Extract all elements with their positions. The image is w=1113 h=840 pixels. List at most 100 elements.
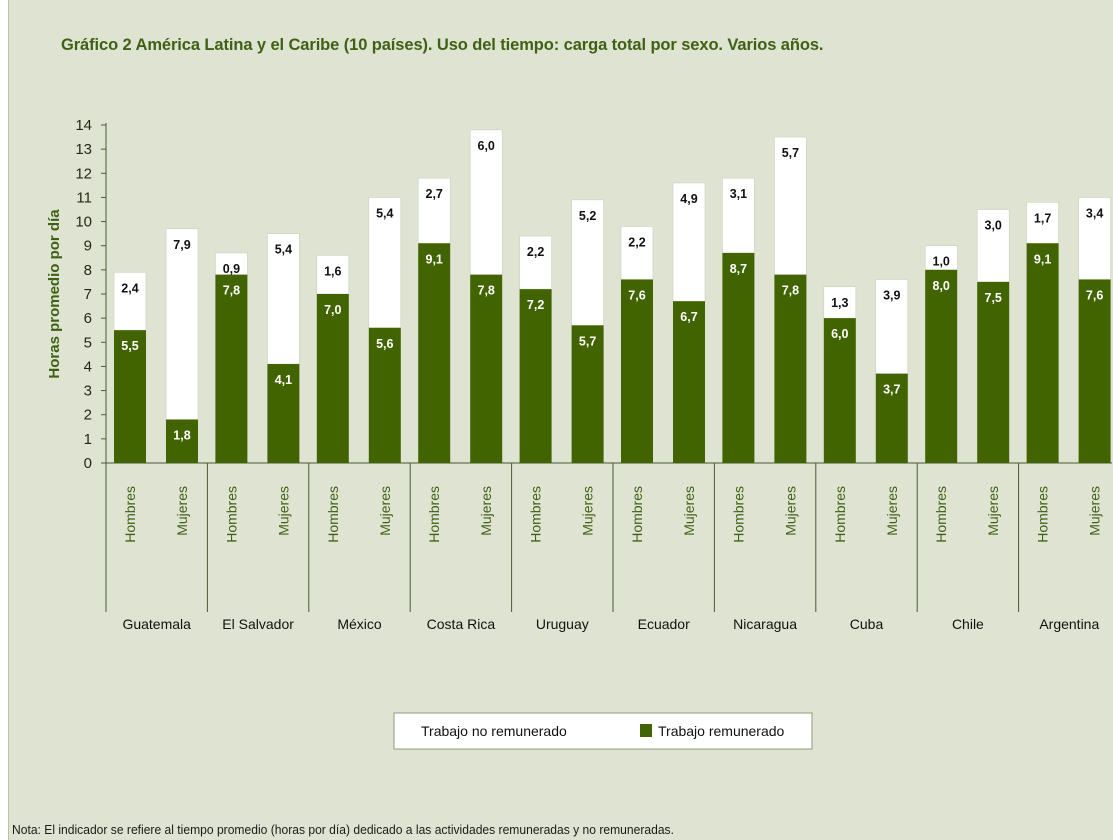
legend-label-unpaid: Trabajo no remunerado [421, 723, 567, 739]
data-label-unpaid: 1,6 [324, 264, 341, 278]
bar-paid [925, 269, 958, 463]
subcategory-label: Hombres [1035, 486, 1051, 543]
y-tick-label: 12 [75, 165, 92, 182]
data-label-paid: 6,7 [680, 310, 697, 324]
subcategory-label: Mujeres [377, 486, 393, 536]
data-label-unpaid: 5,4 [275, 243, 292, 257]
data-label-unpaid: 4,9 [680, 192, 697, 206]
data-label-paid: 8,7 [730, 262, 747, 276]
group-label: El Salvador [222, 616, 294, 632]
subcategory-label: Hombres [933, 486, 949, 543]
bar-paid [1078, 279, 1111, 463]
y-tick-label: 5 [84, 334, 92, 351]
group-label: Chile [952, 616, 984, 632]
bar-paid [470, 274, 503, 463]
data-label-paid: 9,1 [1034, 252, 1051, 266]
data-label-paid: 8,0 [933, 279, 950, 293]
data-label-unpaid: 3,1 [730, 187, 747, 201]
bar-unpaid [722, 177, 755, 254]
subcategory-label: Mujeres [884, 486, 900, 536]
data-label-unpaid: 2,2 [527, 245, 544, 259]
y-tick-label: 6 [84, 310, 92, 327]
data-label-unpaid: 5,7 [782, 146, 799, 160]
bar-unpaid [469, 129, 503, 275]
y-tick-label: 2 [84, 407, 92, 424]
subcategory-label: Hombres [223, 486, 239, 543]
bar-unpaid [672, 182, 706, 302]
subcategory-label: Mujeres [985, 486, 1001, 536]
y-tick-label: 11 [76, 189, 92, 206]
data-label-paid: 7,2 [527, 298, 544, 312]
legend-swatch-paid [640, 724, 652, 737]
data-label-paid: 1,8 [173, 429, 190, 443]
bar-unpaid [976, 209, 1010, 283]
bar-paid [368, 327, 401, 463]
group-label: Nicaragua [733, 616, 797, 632]
bar-unpaid [417, 177, 451, 244]
chart-data-labels: 5,5 2,4 1,8 7,9 7,8 0,9 4,1 5,4 7,0 1,6 5,6 5,4 9,1 2… [121, 139, 1103, 443]
bar-paid [977, 281, 1010, 463]
data-label-paid: 7,8 [782, 284, 799, 298]
data-label-unpaid: 1,7 [1034, 211, 1051, 225]
bar-paid [621, 279, 653, 463]
data-label-paid: 4,1 [275, 373, 292, 387]
subcategory-label: Hombres [730, 486, 746, 543]
data-label-paid: 7,0 [324, 303, 341, 317]
y-tick-label: 14 [75, 117, 92, 134]
bar-unpaid [1026, 201, 1059, 244]
data-label-paid: 6,0 [831, 327, 848, 341]
subcategory-label: Hombres [325, 486, 341, 543]
y-tick-label: 1 [84, 431, 92, 448]
subcategory-label: Mujeres [580, 486, 596, 536]
data-label-paid: 3,7 [883, 383, 900, 397]
data-label-unpaid: 0,9 [223, 262, 240, 276]
data-label-paid: 7,6 [628, 289, 645, 303]
footnote: Nota: El indicador se refiere al tiempo … [12, 822, 674, 837]
y-tick-label: 8 [84, 262, 92, 279]
data-label-unpaid: 1,3 [831, 296, 848, 310]
bar-paid [418, 243, 451, 463]
y-tick-label: 7 [84, 286, 92, 303]
bar-paid [267, 364, 300, 463]
y-tick-label: 10 [75, 214, 92, 231]
subcategory-label: Mujeres [1087, 486, 1103, 536]
data-label-unpaid: 5,2 [579, 209, 596, 223]
y-tick-label: 4 [84, 358, 92, 375]
data-label-unpaid: 7,9 [173, 238, 190, 252]
bar-paid [875, 373, 908, 463]
bar-unpaid [875, 279, 909, 374]
group-label: Costa Rica [427, 616, 496, 632]
bar-unpaid [267, 233, 300, 365]
bar-paid [519, 289, 552, 463]
subcategory-label: Mujeres [275, 486, 291, 536]
legend-swatch-unpaid [404, 724, 416, 737]
bar-paid [316, 294, 349, 463]
bar-unpaid [774, 136, 807, 275]
data-label-unpaid: 5,4 [376, 206, 393, 220]
chart-category-labels: Hombres Mujeres Hombres Mujeres Hombres Mujer… [122, 486, 1103, 632]
bar-unpaid [165, 228, 199, 420]
group-label: Cuba [850, 616, 884, 632]
data-label-paid: 9,1 [426, 252, 443, 266]
data-label-paid: 7,5 [985, 291, 1002, 305]
bar-unpaid [113, 271, 147, 331]
bar-paid [1026, 243, 1059, 463]
group-label: Ecuador [638, 616, 690, 632]
bar-paid [774, 274, 807, 463]
data-label-unpaid: 2,4 [121, 281, 138, 295]
legend-box [393, 712, 813, 750]
bar-paid [823, 318, 856, 463]
data-label-unpaid: 6,0 [478, 139, 495, 153]
data-label-paid: 5,6 [376, 337, 393, 351]
group-label: Argentina [1039, 616, 1099, 632]
chart-legend: Trabajo no remunerado Trabajo remunerado [393, 712, 813, 750]
subcategory-label: Mujeres [782, 486, 798, 536]
bar-unpaid [571, 199, 604, 326]
data-label-paid: 7,8 [223, 284, 240, 298]
bar-paid [571, 325, 604, 463]
subcategory-label: Hombres [629, 486, 645, 543]
bar-paid [722, 252, 755, 463]
group-label: Guatemala [122, 616, 191, 632]
